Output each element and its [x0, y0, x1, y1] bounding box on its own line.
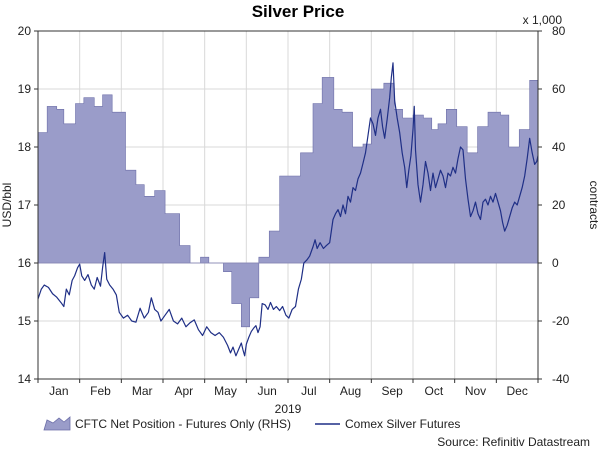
x-tick-label: Feb [90, 384, 111, 398]
right-tick-label: -20 [552, 314, 570, 328]
left-tick-label: 14 [18, 372, 32, 386]
x-tick-label: May [214, 384, 237, 398]
source-note: Source: Refinitiv Datastream [437, 435, 590, 449]
left-tick-label: 18 [18, 140, 32, 154]
left-axis-ticks: 14 15 16 17 18 19 20 [18, 24, 38, 386]
legend-area-swatch [43, 416, 71, 431]
x-tick-label: Dec [506, 384, 527, 398]
cftc-area-layer [37, 77, 539, 328]
right-tick-label: 60 [552, 82, 566, 96]
x-tick-label: Apr [174, 384, 193, 398]
x-tick-label: Jun [257, 384, 276, 398]
right-axis-ticks: -40 -20 0 20 40 60 80 [538, 24, 570, 386]
cftc-net-position-area [37, 77, 539, 328]
legend: CFTC Net Position - Futures Only (RHS) C… [43, 416, 460, 431]
right-tick-label: -40 [552, 372, 570, 386]
x-axis-label: 2019 [275, 402, 302, 416]
comex-silver-line [37, 62, 539, 357]
x-tick-label: Aug [340, 384, 361, 398]
x-tick-label: Jul [301, 384, 316, 398]
x-tick-label: Oct [424, 384, 443, 398]
left-tick-label: 20 [18, 24, 32, 38]
right-tick-label: 40 [552, 140, 566, 154]
right-tick-label: 20 [552, 198, 566, 212]
left-tick-label: 15 [18, 314, 32, 328]
right-axis-label: contracts [587, 181, 600, 230]
x-tick-label: Mar [132, 384, 153, 398]
right-tick-label: 80 [552, 24, 566, 38]
right-tick-label: 0 [552, 256, 559, 270]
x-tick-label: Sep [381, 384, 403, 398]
x-tick-label: Jan [49, 384, 68, 398]
right-axis-multiplier: x 1,000 [523, 13, 563, 27]
legend-label-comex: Comex Silver Futures [345, 417, 460, 431]
legend-label-cftc: CFTC Net Position - Futures Only (RHS) [75, 417, 291, 431]
left-tick-label: 19 [18, 82, 32, 96]
left-tick-label: 16 [18, 256, 32, 270]
left-tick-label: 17 [18, 198, 32, 212]
silver-line-layer [37, 62, 539, 357]
x-axis-ticks: Jan Feb Mar Apr May Jun Jul Aug Sep Oct Nov Dec [37, 379, 539, 398]
chart-title: Silver Price [252, 2, 345, 21]
x-tick-label: Nov [465, 384, 486, 398]
left-axis-label: USD/bbl [0, 183, 14, 228]
